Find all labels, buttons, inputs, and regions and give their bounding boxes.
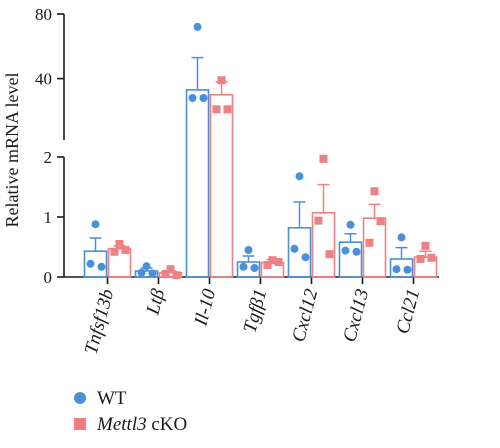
data-point <box>301 253 310 262</box>
x-tick-label: Tnfsf13b <box>81 287 119 357</box>
data-point <box>416 255 425 263</box>
data-point <box>268 256 277 265</box>
data-point <box>193 22 202 31</box>
data-point <box>346 220 355 229</box>
data-point <box>376 217 385 226</box>
data-point <box>188 94 197 102</box>
legend-marker-cko <box>74 418 86 430</box>
data-point <box>427 253 436 262</box>
data-point <box>91 220 100 229</box>
data-point <box>392 265 401 274</box>
x-tick-label: Ccl21 <box>392 287 424 336</box>
bars <box>83 89 438 278</box>
data-point <box>325 250 334 259</box>
data-point <box>314 216 323 225</box>
data-point <box>166 265 175 274</box>
data-point <box>403 265 412 274</box>
data-point <box>295 172 304 181</box>
data-point <box>217 76 226 85</box>
bar <box>338 241 363 278</box>
x-tick-label: Ltβ <box>142 286 169 317</box>
data-point <box>199 94 208 102</box>
data-point <box>121 246 130 254</box>
legend: WT Mettl3 cKO <box>74 388 187 435</box>
x-tick-label: Il-10 <box>190 286 220 329</box>
data-point <box>244 246 253 254</box>
y-tick-label: 0 <box>44 268 53 287</box>
data-point <box>97 262 106 271</box>
data-point <box>365 238 374 247</box>
axis-break <box>44 141 443 156</box>
y-tick-label: 40 <box>35 70 52 89</box>
data-point <box>421 241 430 250</box>
data-point <box>250 264 259 272</box>
axes <box>44 13 443 284</box>
data-point <box>212 105 221 114</box>
data-point <box>115 240 124 248</box>
y-tick-label: 2 <box>44 148 53 167</box>
data-point <box>137 268 146 277</box>
data-point <box>290 244 299 253</box>
x-tick-label: Cxcl13 <box>339 287 373 344</box>
axis-labels: 0 1 2 40 80 Tnfsf13b Ltβ Il-10 Tgfβ1 Cxcl12 Cxcl13… <box>35 5 424 357</box>
data-point <box>319 154 328 163</box>
data-point <box>223 105 232 114</box>
data-point <box>274 258 283 266</box>
error-bars <box>89 56 432 273</box>
data-points <box>86 22 436 280</box>
x-tick-label: Cxcl12 <box>288 286 322 344</box>
data-point <box>239 262 248 271</box>
y-tick-label: 80 <box>35 5 52 24</box>
legend-label: Mettl3 cKO <box>96 414 187 435</box>
data-point <box>110 247 119 256</box>
bar <box>287 227 312 278</box>
data-point <box>172 271 181 280</box>
legend-label: WT <box>97 388 127 409</box>
data-point <box>352 247 361 256</box>
data-point <box>263 261 272 269</box>
x-tick-label: Tgfβ1 <box>240 287 272 335</box>
data-point <box>397 233 406 242</box>
data-point <box>142 262 151 271</box>
bar <box>209 93 234 278</box>
legend-marker-wt <box>74 392 86 404</box>
y-tick-label: 1 <box>44 208 53 227</box>
data-point <box>148 269 157 278</box>
data-point <box>86 259 95 268</box>
bar <box>362 217 387 278</box>
data-point <box>161 270 170 278</box>
y-axis-label: Relative mRNA level <box>2 73 22 228</box>
data-point <box>370 187 379 196</box>
bar <box>185 89 210 278</box>
data-point <box>341 246 350 255</box>
